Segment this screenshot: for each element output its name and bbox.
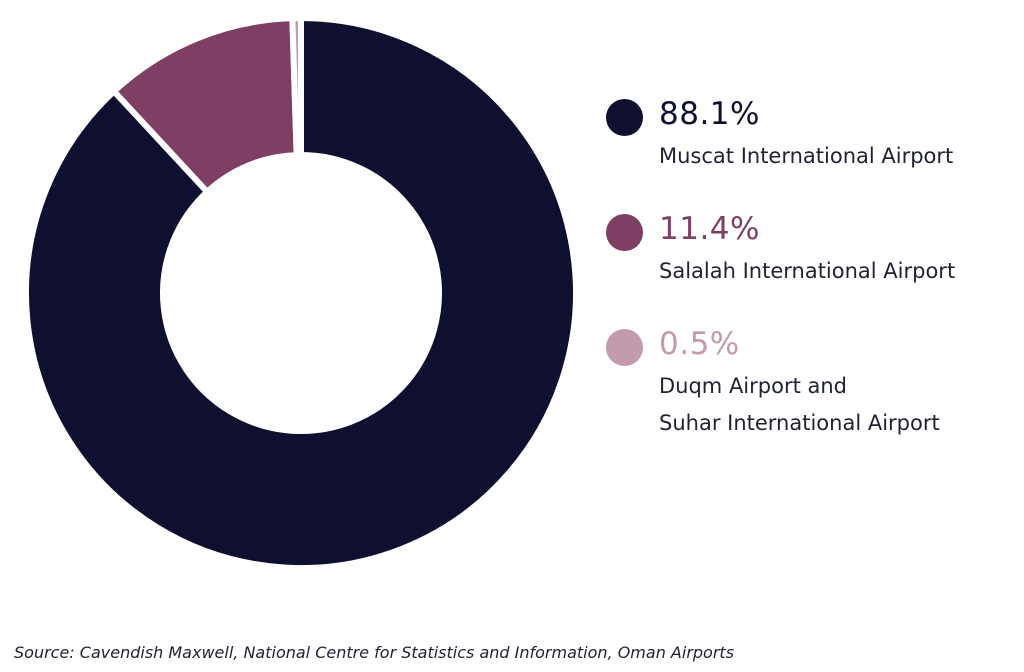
chart-legend: 88.1% Muscat International Airport 11.4%… — [606, 90, 1006, 442]
legend-dot-salalah — [606, 214, 643, 251]
legend-label-muscat: Muscat International Airport — [659, 144, 954, 168]
legend-dot-muscat — [606, 99, 643, 136]
legend-label-salalah: Salalah International Airport — [659, 259, 956, 283]
donut-slice-muscat — [23, 14, 579, 571]
legend-dot-duqm-suhar — [606, 329, 643, 366]
legend-value-muscat: 88.1% — [659, 96, 760, 132]
donut-slice-duqm-suhar — [289, 14, 304, 159]
legend-label-duqm-suhar: Duqm Airport and Suhar International Air… — [659, 374, 940, 435]
donut-chart — [23, 14, 579, 571]
legend-item-muscat: 88.1% Muscat International Airport — [606, 90, 1006, 175]
legend-value-duqm-suhar: 0.5% — [659, 326, 740, 362]
legend-item-salalah: 11.4% Salalah International Airport — [606, 205, 1006, 290]
legend-value-salalah: 11.4% — [659, 211, 760, 247]
source-note: Source: Cavendish Maxwell, National Cent… — [14, 643, 735, 662]
legend-item-duqm-suhar: 0.5% Duqm Airport and Suhar Internationa… — [606, 320, 1006, 442]
